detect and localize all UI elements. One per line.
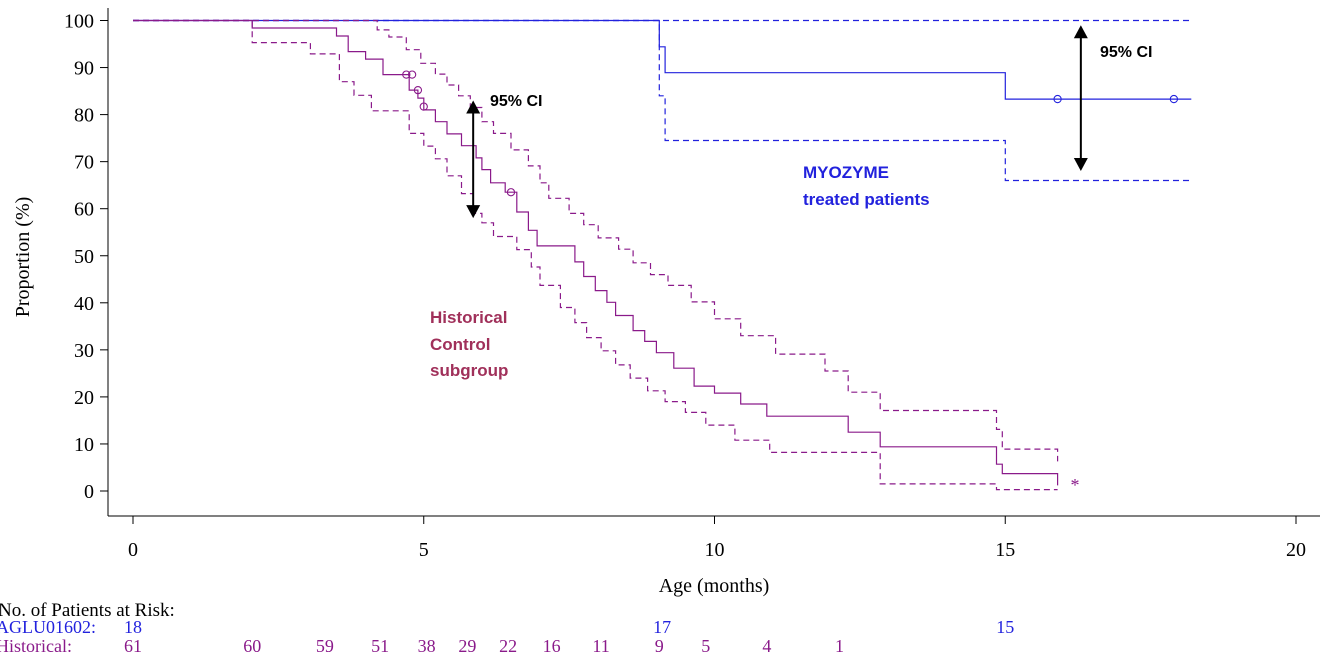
x-tick-label: 20	[1286, 539, 1306, 561]
y-tick-label: 0	[84, 481, 94, 503]
historical-label-line1: Historical	[430, 308, 507, 327]
y-tick-label: 50	[74, 246, 94, 268]
myozyme-estimate-line	[133, 19, 1192, 100]
y-tick-label: 10	[74, 434, 94, 456]
risk-value: 51	[371, 636, 389, 656]
risk-value: 18	[124, 617, 142, 637]
historical-estimate-line	[133, 19, 1059, 486]
risk-value: 11	[592, 636, 609, 656]
risk-value: 60	[243, 636, 261, 656]
historical-upper-ci-line	[133, 19, 1059, 462]
risk-value: 5	[701, 636, 710, 656]
risk-value: 1	[835, 636, 844, 656]
historical-censor-mark	[413, 85, 423, 95]
axes: 0 10 20 30 40 50 60 70 80 90 100 0 5 10 15 20	[64, 8, 1320, 561]
ci-label-right: 95% CI	[1100, 44, 1152, 61]
x-tick-label: 0	[128, 539, 138, 561]
myozyme-label-line2: treated patients	[803, 190, 930, 209]
myozyme-label-line1: MYOZYME	[803, 163, 889, 182]
ci-arrow-left-head-down	[466, 205, 481, 219]
annotations-layer: MYOZYME treated patients Historical Cont…	[0, 44, 1152, 656]
y-tick-label: 70	[74, 152, 94, 174]
historical-censor-mark	[419, 102, 428, 111]
risk-value: 9	[655, 636, 664, 656]
y-tick-label: 60	[74, 199, 94, 221]
censor-marks-layer	[402, 25, 1179, 219]
ci-arrow-right-head-up	[1073, 25, 1088, 39]
historical-censor-mark	[506, 188, 516, 197]
y-tick-label: 90	[74, 58, 94, 80]
historical-lower-ci-line	[133, 19, 1058, 491]
historical-label-line3: subgroup	[430, 361, 508, 380]
risk-value: 59	[316, 636, 334, 656]
y-axis-label: Proportion (%)	[12, 197, 34, 318]
series-layer	[133, 19, 1192, 491]
myozyme-lower-ci-line	[133, 19, 1192, 182]
x-axis-label: Age (months)	[659, 575, 770, 597]
risk-table-values: 18 17 15 61 60 59 51 38 29 22 16 11 9 5 4 1	[124, 617, 1014, 656]
y-tick-label: 80	[74, 105, 94, 127]
risk-value: 4	[762, 636, 771, 656]
historical-label-line2: Control	[430, 335, 490, 354]
ci-label-left: 95% CI	[490, 93, 542, 110]
y-tick-label: 40	[74, 293, 94, 315]
risk-value: 38	[418, 636, 436, 656]
risk-value: 61	[124, 636, 142, 656]
risk-row-label-myozyme: AGLU01602:	[0, 617, 96, 637]
ci-arrow-left-head-up	[466, 100, 481, 114]
y-tick-label: 30	[74, 340, 94, 362]
x-tick-label: 5	[419, 539, 429, 561]
historical-censor-mark	[402, 70, 411, 79]
y-tick-label: 100	[64, 11, 94, 33]
risk-value: 16	[543, 636, 561, 656]
myozyme-censor-mark	[1169, 94, 1179, 104]
x-tick-label: 15	[995, 539, 1015, 561]
risk-value: 17	[653, 617, 671, 637]
myozyme-censor-mark	[1053, 94, 1062, 104]
historical-censor-mark	[407, 70, 417, 79]
risk-value: 15	[996, 617, 1014, 637]
risk-row-label-historical: Historical:	[0, 636, 72, 656]
x-tick-label: 10	[705, 539, 725, 561]
risk-table-title: No. of Patients at Risk:	[0, 600, 175, 621]
ci-arrow-right-head-down	[1073, 158, 1088, 172]
star-mark: *	[1071, 475, 1080, 495]
risk-value: 29	[458, 636, 476, 656]
risk-value: 22	[499, 636, 517, 656]
y-tick-label: 20	[74, 387, 94, 409]
